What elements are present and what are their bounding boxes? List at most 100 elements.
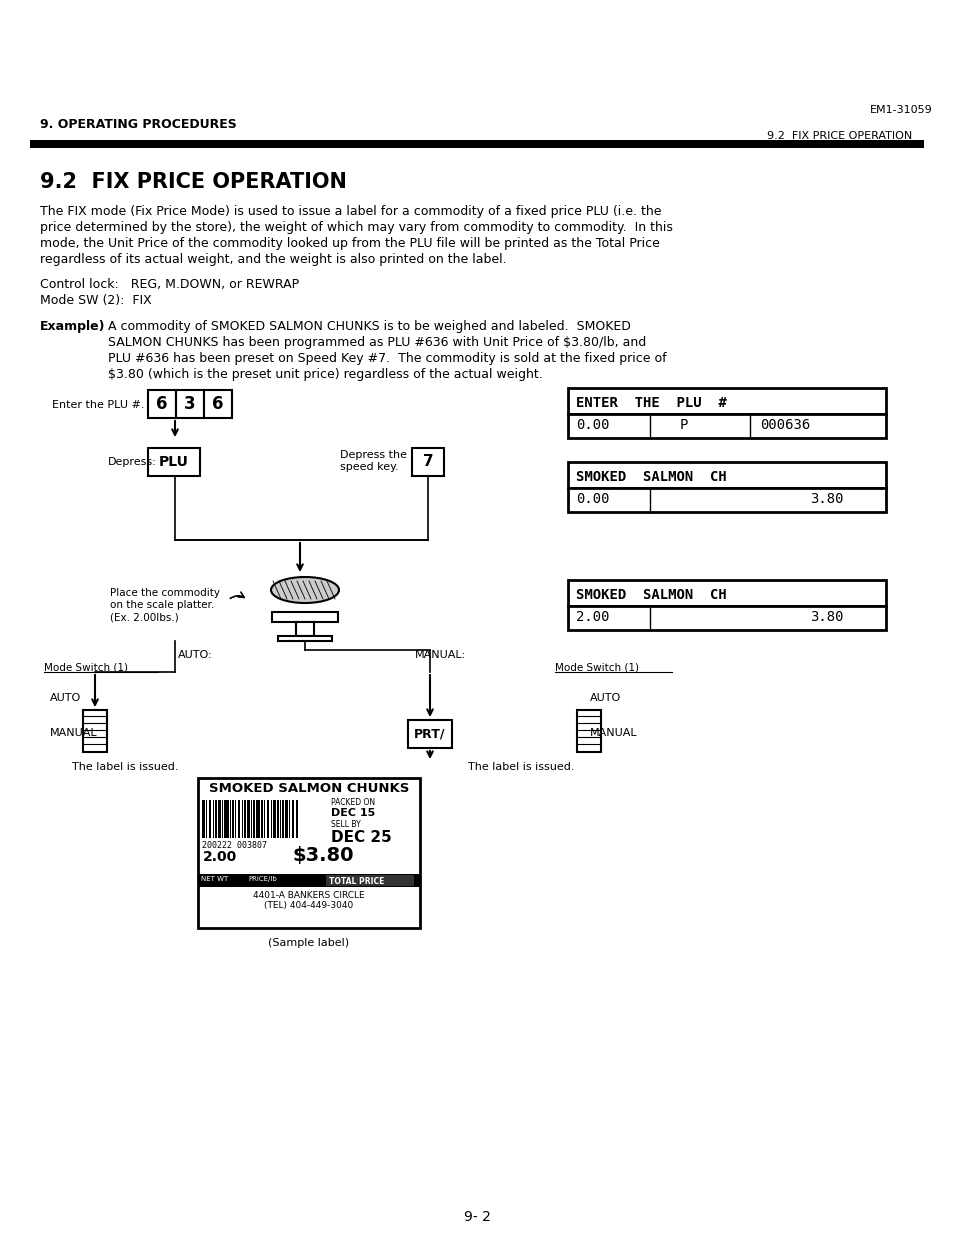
Bar	[295, 622, 314, 636]
Text: NET WT: NET WT	[201, 876, 228, 882]
Bar	[266, 800, 269, 839]
Text: PLU: PLU	[159, 454, 189, 469]
Bar	[209, 800, 212, 839]
Text: SMOKED  SALMON  CH: SMOKED SALMON CH	[576, 588, 726, 601]
Text: Mode SW (2):  FIX: Mode SW (2): FIX	[40, 294, 152, 308]
Bar	[277, 636, 332, 641]
Bar	[30, 140, 923, 148]
Text: (Ex. 2.00lbs.): (Ex. 2.00lbs.)	[110, 613, 178, 622]
Bar	[273, 800, 275, 839]
Text: AUTO: AUTO	[589, 693, 620, 703]
Bar	[326, 876, 414, 885]
Bar	[271, 800, 272, 839]
Text: 3.80: 3.80	[809, 492, 842, 506]
Text: SELL BY: SELL BY	[331, 820, 360, 829]
Text: MANUAL: MANUAL	[50, 727, 97, 739]
Bar	[206, 800, 207, 839]
Text: $3.80 (which is the preset unit price) regardless of the actual weight.: $3.80 (which is the preset unit price) r…	[108, 368, 542, 382]
Bar	[175, 390, 204, 417]
Bar	[215, 800, 216, 839]
Text: 9.2  FIX PRICE OPERATION: 9.2 FIX PRICE OPERATION	[766, 131, 911, 141]
Bar	[198, 778, 419, 927]
Text: PACKED ON: PACKED ON	[331, 798, 375, 806]
Text: 3: 3	[184, 395, 195, 412]
Text: Depress:: Depress:	[108, 457, 156, 467]
Text: Mode Switch (1): Mode Switch (1)	[555, 662, 639, 672]
Text: 000636: 000636	[760, 417, 809, 432]
Text: SALMON CHUNKS has been programmed as PLU #636 with Unit Price of $3.80/lb, and: SALMON CHUNKS has been programmed as PLU…	[108, 336, 645, 350]
Text: 0.00: 0.00	[576, 492, 609, 506]
Bar	[567, 388, 885, 414]
Bar	[567, 580, 885, 606]
Bar	[234, 800, 236, 839]
Text: ENTER  THE  PLU  #: ENTER THE PLU #	[576, 396, 726, 410]
Bar	[202, 800, 205, 839]
Text: 9- 2: 9- 2	[463, 1210, 490, 1224]
Text: AUTO:: AUTO:	[178, 650, 213, 659]
Text: AUTO: AUTO	[50, 693, 81, 703]
Bar	[289, 800, 290, 839]
Text: regardless of its actual weight, and the weight is also printed on the label.: regardless of its actual weight, and the…	[40, 253, 506, 266]
Text: 3.80: 3.80	[809, 610, 842, 624]
Bar	[261, 800, 262, 839]
Text: Place the commodity: Place the commodity	[110, 588, 220, 598]
Bar	[198, 874, 419, 887]
Text: A commodity of SMOKED SALMON CHUNKS is to be weighed and labeled.  SMOKED: A commodity of SMOKED SALMON CHUNKS is t…	[108, 320, 630, 333]
Bar	[241, 800, 243, 839]
Text: (TEL) 404-449-3040: (TEL) 404-449-3040	[264, 902, 354, 910]
Bar	[279, 800, 281, 839]
Bar	[567, 488, 885, 513]
Text: 9.2  FIX PRICE OPERATION: 9.2 FIX PRICE OPERATION	[40, 172, 347, 191]
Text: Enter the PLU #.: Enter the PLU #.	[52, 400, 144, 410]
Bar	[292, 800, 294, 839]
Bar	[567, 462, 885, 488]
Bar	[567, 606, 885, 630]
Bar	[148, 448, 200, 475]
Bar	[264, 800, 265, 839]
Bar	[251, 800, 252, 839]
Text: 2.00: 2.00	[576, 610, 609, 624]
Bar	[295, 800, 298, 839]
Text: PLU #636 has been preset on Speed Key #7.  The commodity is sold at the fixed pr: PLU #636 has been preset on Speed Key #7…	[108, 352, 666, 366]
Bar	[221, 800, 223, 839]
Text: 6: 6	[212, 395, 224, 412]
Text: PRICE/lb: PRICE/lb	[248, 876, 276, 882]
Bar	[204, 390, 232, 417]
Text: price determined by the store), the weight of which may vary from commodity to c: price determined by the store), the weig…	[40, 221, 672, 233]
Text: TOTAL PRICE: TOTAL PRICE	[329, 877, 384, 885]
Bar	[285, 800, 288, 839]
Text: DEC 15: DEC 15	[331, 808, 375, 818]
Text: mode, the Unit Price of the commodity looked up from the PLU file will be printe: mode, the Unit Price of the commodity lo…	[40, 237, 659, 249]
Bar	[277, 800, 278, 839]
Text: $3.80: $3.80	[293, 846, 355, 864]
Bar	[255, 800, 260, 839]
Bar	[247, 800, 250, 839]
Text: SMOKED SALMON CHUNKS: SMOKED SALMON CHUNKS	[209, 782, 409, 795]
Bar	[282, 800, 283, 839]
Ellipse shape	[271, 577, 338, 603]
Bar	[253, 800, 254, 839]
Bar	[224, 800, 229, 839]
Text: 2.00: 2.00	[203, 850, 237, 864]
Bar	[237, 800, 240, 839]
Text: 0.00: 0.00	[576, 417, 609, 432]
Bar	[412, 448, 443, 475]
Text: PRT/: PRT/	[414, 727, 445, 741]
Text: Control lock:   REG, M.DOWN, or REWRAP: Control lock: REG, M.DOWN, or REWRAP	[40, 278, 299, 291]
Text: MANUAL: MANUAL	[589, 727, 637, 739]
Bar	[148, 390, 175, 417]
Text: on the scale platter.: on the scale platter.	[110, 600, 214, 610]
Text: MANUAL:: MANUAL:	[415, 650, 466, 659]
Text: (Sample label): (Sample label)	[268, 939, 349, 948]
Text: SMOKED  SALMON  CH: SMOKED SALMON CH	[576, 471, 726, 484]
Bar	[230, 800, 231, 839]
Text: DEC 25: DEC 25	[331, 830, 392, 845]
Text: P: P	[679, 417, 688, 432]
Bar	[567, 414, 885, 438]
Text: Example): Example)	[40, 320, 106, 333]
Text: speed key.: speed key.	[339, 462, 398, 472]
Bar	[408, 720, 452, 748]
Bar	[83, 710, 107, 752]
Text: 6: 6	[156, 395, 168, 412]
Bar	[244, 800, 245, 839]
